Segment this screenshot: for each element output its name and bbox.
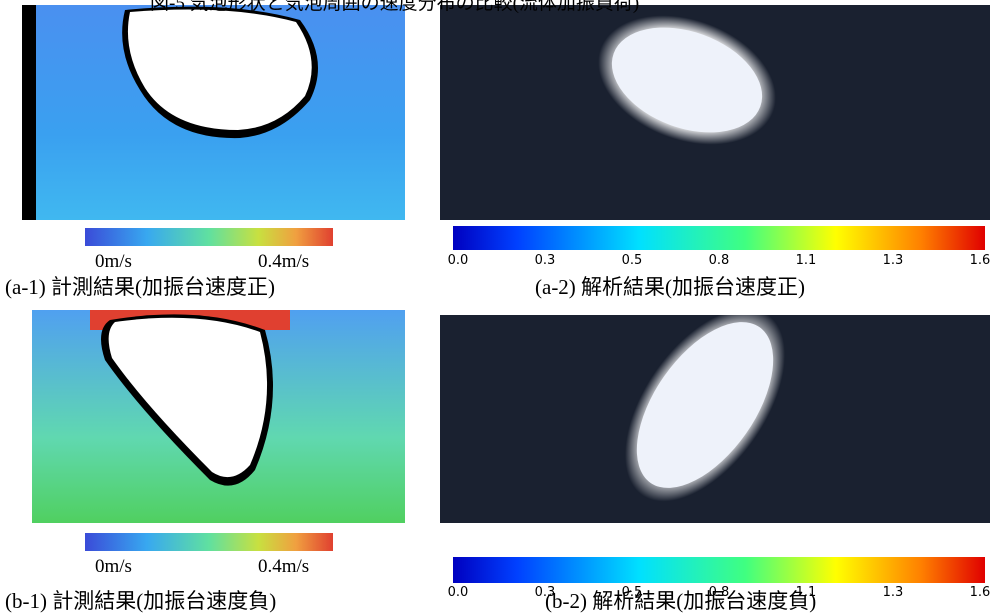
figure xyxy=(0,0,1001,614)
measurement-image xyxy=(32,310,405,523)
caption: (b-1) 計測結果(加振台速度負) xyxy=(5,585,276,615)
colorbar-tick-label: 1.6 xyxy=(970,253,991,268)
colorbar-tick-label: 0.3 xyxy=(535,253,556,268)
colorbar-max: 0.4m/s xyxy=(258,556,309,578)
colorbar xyxy=(453,226,985,250)
colorbar-tick-label: 1.3 xyxy=(883,253,904,268)
caption: (a-2) 解析結果(加振台速度正) xyxy=(535,271,805,301)
colorbar-min: 0m/s xyxy=(95,556,132,578)
colorbar xyxy=(85,228,333,246)
caption: (b-2) 解析結果(加振台速度負) xyxy=(545,585,816,615)
colorbar-tick-label: 0.8 xyxy=(709,253,730,268)
colorbar-tick-label: 0.0 xyxy=(448,253,469,268)
colorbar-tick-label: 0.8 xyxy=(709,585,730,600)
colorbar xyxy=(453,557,985,583)
simulation-image xyxy=(440,0,990,220)
colorbar-tick-label: 1.1 xyxy=(796,253,817,268)
colorbar-tick-label: 1.3 xyxy=(883,585,904,600)
caption: (a-1) 計測結果(加振台速度正) xyxy=(5,271,275,301)
colorbar-min: 0m/s xyxy=(95,251,132,273)
colorbar-max: 0.4m/s xyxy=(258,251,309,273)
colorbar-tick-label: 0.3 xyxy=(535,585,556,600)
measurement-image xyxy=(22,5,405,220)
figure-title: 図-5 気泡形状と気泡周囲の速度分布の比較(流体加振負荷) xyxy=(150,0,639,15)
simulation-image xyxy=(440,280,990,529)
page: {"title":"図-5 気泡形状と気泡周囲の速度分布の比較(流体加振負荷)"… xyxy=(0,0,1001,614)
colorbar-tick-label: 0.0 xyxy=(448,585,469,600)
colorbar-tick-label: 0.5 xyxy=(622,253,643,268)
colorbar xyxy=(85,533,333,551)
colorbar-tick-label: 1.6 xyxy=(970,585,991,600)
colorbar-tick-label: 0.5 xyxy=(622,585,643,600)
colorbar-tick-label: 1.1 xyxy=(796,585,817,600)
